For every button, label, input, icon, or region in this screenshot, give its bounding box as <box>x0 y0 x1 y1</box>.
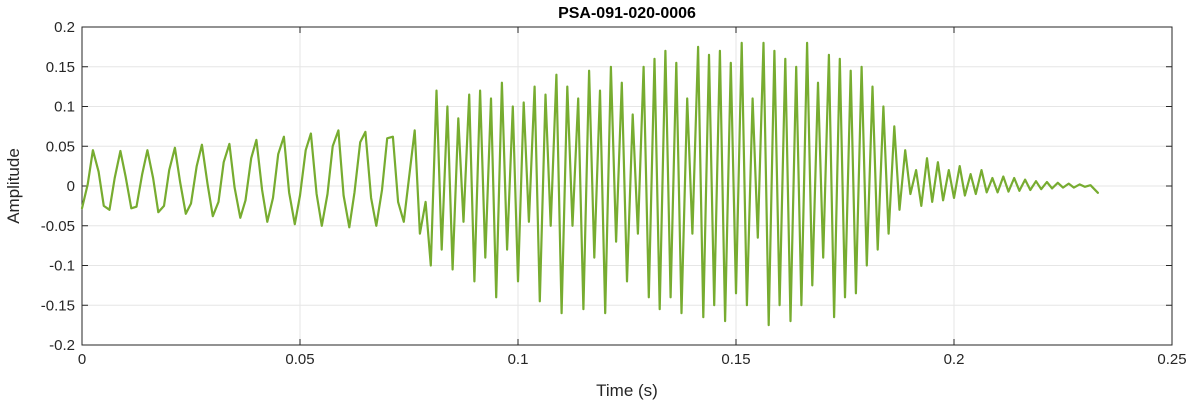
y-tick-label: -0.2 <box>49 337 75 354</box>
y-tick-label: -0.1 <box>49 258 75 275</box>
y-tick-label: 0.2 <box>54 19 75 36</box>
axis-ticks: 0 0.05 0.1 0.15 0.2 0.25 0.2 0.15 0.1 0.05 0 -0.05 -… <box>41 19 1187 368</box>
y-tick-label: 0.1 <box>54 99 75 116</box>
y-tick-label: -0.15 <box>41 297 75 314</box>
grid-lines <box>82 27 1172 345</box>
y-tick-label: 0.05 <box>46 138 75 155</box>
x-tick-label: 0 <box>78 351 86 368</box>
x-axis-label: Time (s) <box>596 381 658 400</box>
y-tick-label: 0 <box>67 178 75 195</box>
y-tick-label: -0.05 <box>41 218 75 235</box>
x-tick-label: 0.05 <box>285 351 314 368</box>
amplitude-series-line <box>80 41 1099 327</box>
x-tick-label: 0.2 <box>944 351 965 368</box>
x-tick-label: 0.15 <box>721 351 750 368</box>
y-tick-label: 0.15 <box>46 59 75 76</box>
x-tick-label: 0.1 <box>508 351 529 368</box>
series-layer <box>80 41 1099 327</box>
y-axis-label: Amplitude <box>4 148 23 224</box>
chart-title: PSA-091-020-0006 <box>558 5 696 22</box>
x-tick-label: 0.25 <box>1157 351 1186 368</box>
